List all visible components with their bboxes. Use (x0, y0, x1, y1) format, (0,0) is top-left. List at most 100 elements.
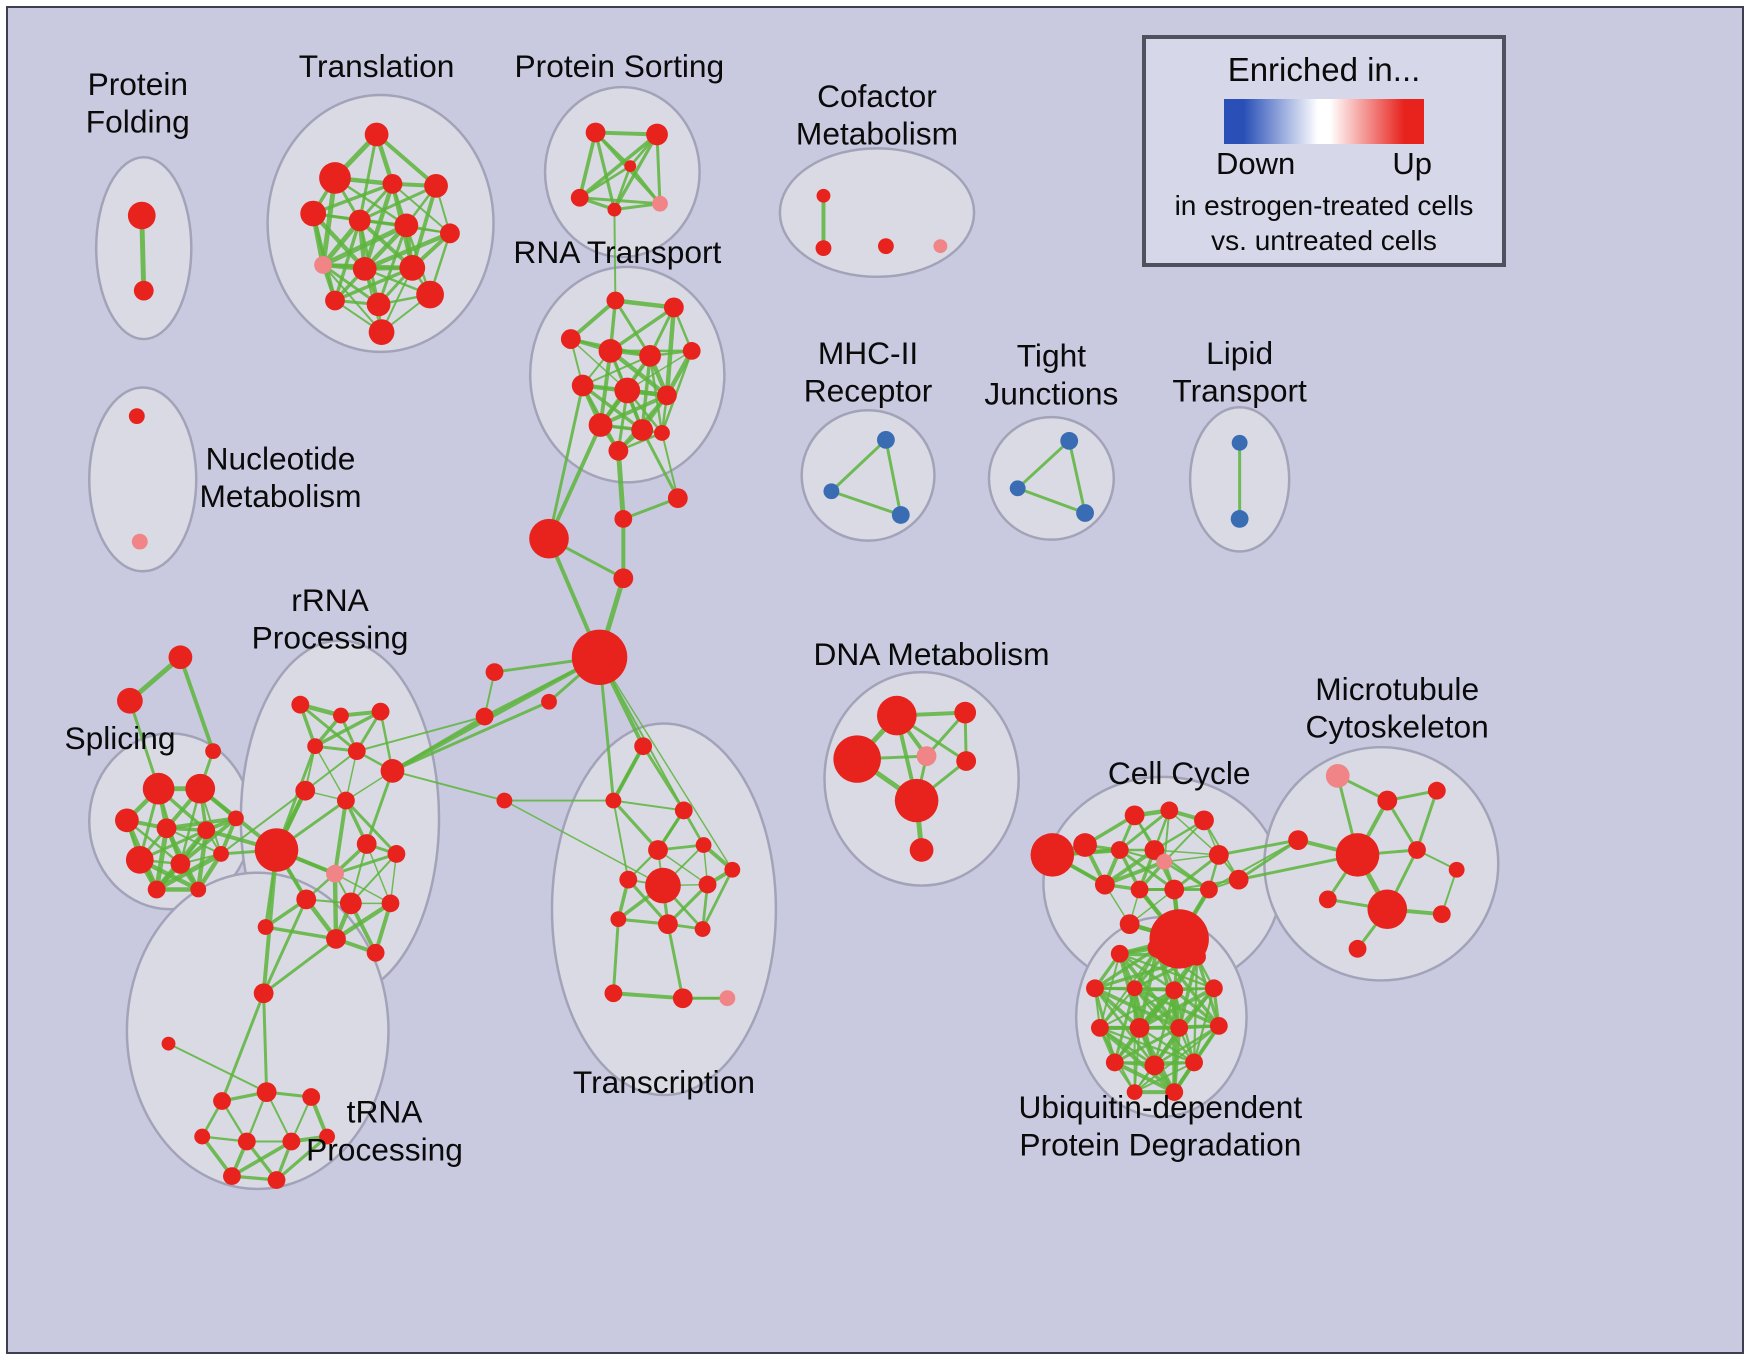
node-rna-transport-7 (614, 377, 641, 404)
node-rrna-processing-11 (387, 845, 406, 863)
edge (666, 922, 685, 1000)
edge (344, 799, 398, 856)
edge (613, 299, 652, 358)
node-rna-transport-2 (560, 329, 581, 349)
edge (362, 181, 395, 272)
edge (1067, 439, 1087, 515)
edge (355, 715, 486, 753)
node-rna-transport-5 (682, 342, 701, 360)
edge (165, 827, 223, 855)
edge (626, 878, 670, 926)
cluster-ellipse-trna-processing (125, 871, 390, 1191)
node-protein-sorting-5 (624, 160, 637, 173)
edge (1113, 1026, 1181, 1064)
node-trna-processing-5 (194, 1128, 211, 1145)
edge (1113, 986, 1137, 1064)
edge (154, 825, 170, 892)
node-transcription-11 (694, 921, 711, 937)
node-trna-processing-1 (161, 1036, 176, 1051)
edge (362, 231, 453, 272)
node-rrna-processing-3 (307, 738, 324, 755)
node-translation-5 (348, 209, 371, 232)
node-rna-transport-12 (654, 425, 670, 441)
cluster-ellipse-nucleotide-metabolism (88, 386, 198, 573)
node-splicing-2 (115, 808, 139, 833)
cluster-label-protein-folding: Folding (86, 104, 190, 140)
legend-up-label: Up (1392, 146, 1432, 181)
cluster-label-rrna-processing: rRNA (291, 582, 369, 618)
node-rrna-processing-10 (356, 834, 377, 854)
edge (377, 223, 408, 306)
cluster-label-mhc-ii-receptor: MHC-II (818, 335, 918, 371)
node-dna-metabolism-6 (909, 838, 934, 862)
node-nucleotide-metabolism-1 (131, 533, 148, 550)
node-microtubule-1 (1377, 790, 1398, 811)
edge (598, 656, 685, 812)
node-rna-transport-9 (588, 413, 613, 437)
cluster-label-tight-junctions: Tight (1017, 338, 1086, 374)
edge (154, 851, 224, 892)
edge (263, 925, 338, 941)
node-ubiquitin-14 (1126, 1084, 1143, 1100)
node-ubiquitin-11 (1105, 1053, 1124, 1072)
edge (578, 196, 662, 206)
cluster-label-ubiquitin: Ubiquitin-dependent (1018, 1089, 1302, 1125)
cluster-label-cell-cycle: Cell Cycle (1108, 755, 1251, 791)
edge (390, 700, 551, 773)
node-trna-processing-10 (267, 1171, 286, 1189)
edge (660, 431, 679, 500)
edge (333, 218, 362, 303)
cluster-label-cofactor-metabolism: Metabolism (796, 115, 958, 151)
node-rna-transport-0 (606, 291, 625, 310)
node-cofactor-metabolism-1 (815, 240, 832, 257)
node-transcription-0 (634, 737, 653, 756)
node-rna-transport-10 (631, 419, 654, 441)
node-translation-2 (382, 174, 403, 194)
node-transcription-6 (645, 867, 681, 904)
node-trna-processing-6 (237, 1132, 256, 1151)
edge (660, 349, 693, 435)
node-mhc-ii-receptor-2 (891, 506, 910, 524)
cluster-label-mhc-ii-receptor: Receptor (804, 372, 933, 408)
node-trna-processing-3 (256, 1082, 277, 1102)
node-rrna-processing-1 (333, 707, 349, 724)
cluster-label-rrna-processing: Processing (252, 619, 409, 655)
edge (577, 132, 659, 200)
node-ubiquitin-8 (1129, 1017, 1150, 1038)
legend-scale: Down Up (1216, 146, 1432, 182)
cluster-label-trna-processing: Processing (306, 1131, 463, 1167)
edge (262, 897, 308, 995)
edge (1153, 1024, 1221, 1067)
edge (615, 448, 626, 522)
node-cell-cycle-9 (1094, 874, 1115, 895)
node-dna-metabolism-4 (956, 751, 977, 771)
edge (1133, 1026, 1141, 1094)
node-translation-14 (368, 319, 395, 345)
cluster-label-cofactor-metabolism: Cofactor (817, 78, 937, 114)
edge (365, 769, 394, 846)
legend-title: Enriched in... (1227, 51, 1421, 88)
edge (358, 184, 438, 222)
edge (178, 655, 216, 754)
node-microtubule-8 (1367, 889, 1408, 930)
legend-gradient-bar (1224, 99, 1424, 144)
node-trna-processing-2 (213, 1092, 231, 1110)
node-rrna-processing-16 (366, 943, 385, 962)
edge (598, 393, 669, 428)
node-ubiquitin-15 (1165, 1083, 1184, 1101)
edge (1133, 1061, 1196, 1094)
node-trna-processing-4 (302, 1088, 321, 1106)
node-dna-metabolism-1 (954, 701, 977, 724)
cluster-label-tight-junctions: Junctions (984, 375, 1118, 411)
legend: Enriched in... Down Up in estrogen-treat… (1142, 35, 1506, 267)
node-conn-4 (614, 510, 633, 528)
cluster-label-translation: Translation (299, 48, 455, 84)
edge (304, 750, 358, 792)
node-tight-junctions-1 (1009, 480, 1026, 497)
edge (332, 871, 339, 942)
cluster-label-splicing: Splicing (64, 720, 175, 756)
node-protein-sorting-0 (585, 122, 606, 143)
edge (391, 182, 451, 235)
node-tight-junctions-2 (1076, 504, 1094, 522)
